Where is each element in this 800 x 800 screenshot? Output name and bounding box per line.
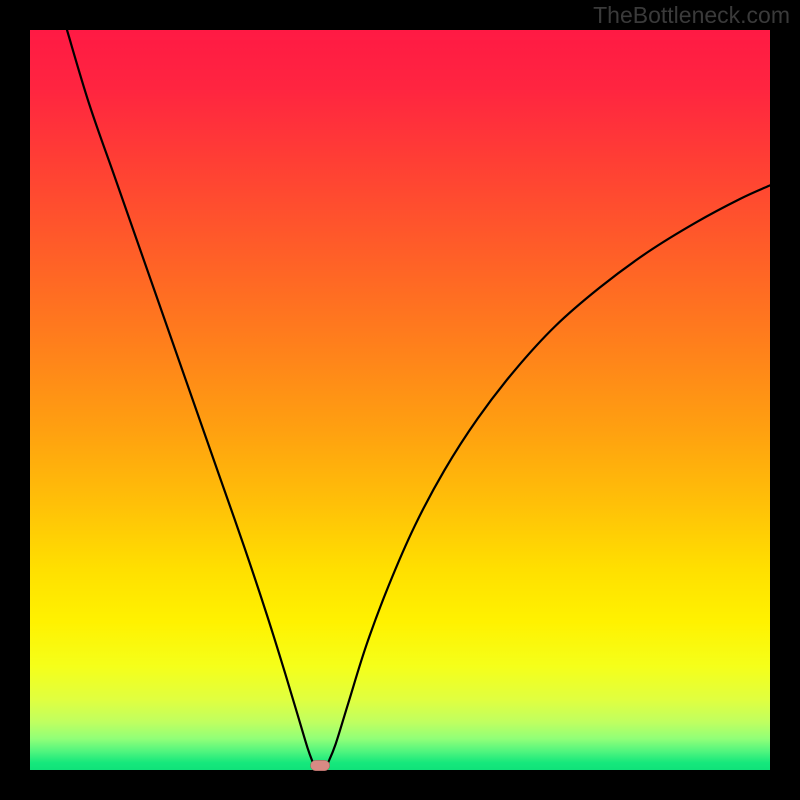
bottleneck-chart <box>0 0 800 800</box>
plot-area-background <box>30 30 770 770</box>
minimum-marker <box>310 760 329 770</box>
watermark-text: TheBottleneck.com <box>593 2 790 29</box>
chart-stage: TheBottleneck.com <box>0 0 800 800</box>
